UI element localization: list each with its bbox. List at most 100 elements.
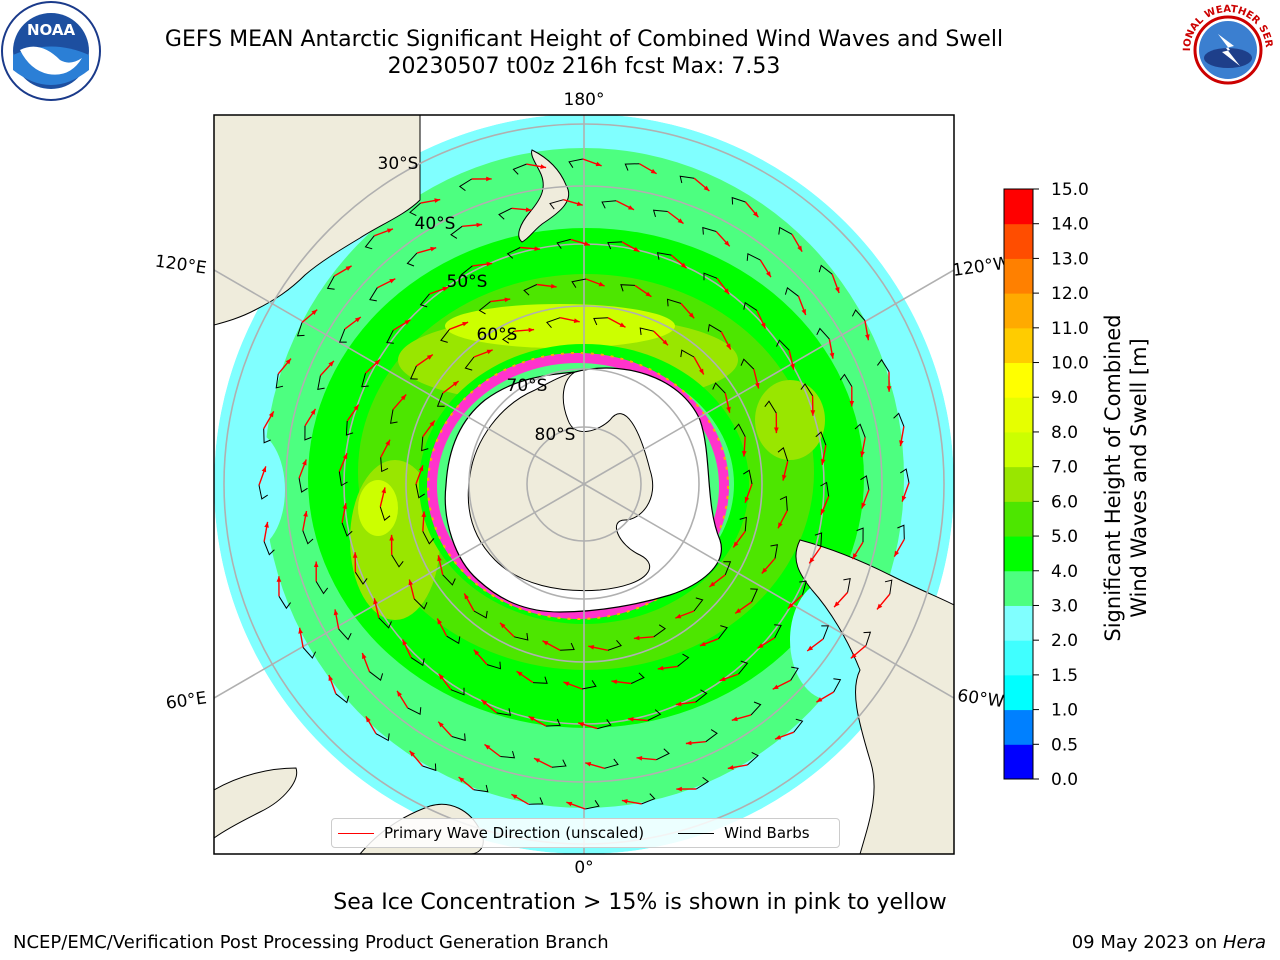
wave-arrow-head bbox=[583, 241, 590, 246]
wind-barb bbox=[446, 635, 461, 645]
wave-arrow-head bbox=[850, 653, 857, 659]
colorbar-label-line2: Wind Waves and Swell [m] bbox=[1127, 338, 1151, 618]
legend-item-wave: Primary Wave Direction (unscaled) bbox=[338, 824, 644, 842]
lat-label-70s: 70°S bbox=[507, 376, 548, 396]
colorbar-tick-label: 6.0 bbox=[1051, 492, 1078, 512]
wave-arrow-head bbox=[385, 439, 390, 446]
colorbar-segment bbox=[1004, 709, 1033, 745]
wave-arrow-head bbox=[342, 503, 348, 509]
wave-arrow-head bbox=[313, 561, 319, 567]
wind-barb bbox=[793, 718, 804, 733]
wave-arrow-head bbox=[462, 322, 469, 327]
colorbar-tick-label: 11.0 bbox=[1051, 319, 1089, 339]
wave-arrow-head bbox=[402, 639, 408, 646]
wind-barb bbox=[407, 707, 422, 715]
colorbar-segment bbox=[1004, 640, 1033, 676]
wind-barb bbox=[607, 639, 622, 651]
colorbar-segment bbox=[1004, 466, 1033, 502]
new-zealand bbox=[518, 149, 570, 243]
wave-arrow-head bbox=[311, 309, 318, 315]
wind-barb bbox=[884, 579, 893, 595]
wind-barb bbox=[897, 524, 905, 540]
wind-barb bbox=[702, 226, 717, 235]
wave-arrow-head bbox=[418, 465, 424, 472]
wave-arrow-head bbox=[849, 401, 855, 407]
wave-arrow-head bbox=[753, 211, 759, 218]
wind-barb bbox=[843, 577, 851, 593]
wind-barb bbox=[460, 265, 473, 279]
wind-barb bbox=[315, 581, 329, 595]
lon-label-0: 0° bbox=[574, 858, 593, 878]
wind-barb bbox=[409, 365, 418, 380]
wind-barb bbox=[528, 797, 544, 805]
wind-barb bbox=[473, 784, 489, 793]
wind-barb bbox=[549, 199, 564, 210]
wind-barb bbox=[693, 597, 704, 612]
wave-arrow-head bbox=[726, 343, 731, 350]
sea-ice-edge bbox=[427, 352, 729, 620]
wind-barb bbox=[854, 423, 866, 438]
wave-arrow-head bbox=[829, 352, 835, 359]
wave-arrow-head bbox=[486, 349, 493, 355]
wave-arrow-head bbox=[476, 222, 483, 228]
wave-arrow-head bbox=[550, 283, 557, 289]
wind-barb bbox=[409, 202, 421, 217]
wave-arrow-head bbox=[688, 312, 695, 319]
wave-arrow-head bbox=[429, 420, 435, 427]
wind-barb bbox=[486, 661, 502, 670]
wind-barb bbox=[718, 625, 728, 640]
wave-arrow-head bbox=[790, 363, 795, 370]
wave-arrow-head bbox=[408, 579, 413, 586]
lat-label-80s: 80°S bbox=[535, 425, 576, 445]
wind-barb bbox=[641, 793, 656, 805]
wave-arrow-head bbox=[528, 327, 535, 333]
wave-arrow-head bbox=[727, 765, 734, 770]
wave-arrow-head bbox=[303, 511, 308, 517]
wind-barb bbox=[296, 322, 305, 337]
wave-arrow-head bbox=[374, 359, 381, 365]
band-west-2-3m bbox=[215, 430, 285, 550]
wave-arrow-head bbox=[516, 671, 523, 677]
wave-arrow-head bbox=[540, 164, 547, 169]
colorbar: 0.0 0.5 1.0 1.5 2.0 3.0 4.0 5.0 6.0 7.0 8.0 9.0 10.0… bbox=[1003, 180, 1089, 790]
wind-barb bbox=[799, 580, 807, 595]
wave-arrow-head bbox=[354, 317, 361, 323]
legend: Primary Wave Direction (unscaled) Wind B… bbox=[331, 818, 840, 848]
wind-barb bbox=[523, 284, 538, 296]
colorbar-segment bbox=[1004, 605, 1033, 641]
wind-barb bbox=[546, 317, 561, 329]
wave-arrow-head bbox=[723, 288, 730, 295]
lat-label-40s: 40°S bbox=[415, 214, 456, 234]
wind-barb bbox=[656, 748, 670, 761]
wind-barb bbox=[764, 400, 777, 414]
wave-arrow-head bbox=[511, 794, 518, 800]
wind-barb bbox=[421, 436, 429, 452]
wave-arrow-head bbox=[261, 466, 267, 473]
wind-barb bbox=[506, 247, 521, 259]
wind-barb bbox=[863, 631, 872, 646]
wave-arrow-head bbox=[899, 440, 904, 447]
wave-arrow-head bbox=[810, 410, 816, 416]
wave-arrow-head bbox=[525, 207, 532, 212]
wave-arrow-head bbox=[409, 750, 415, 757]
wind-barb bbox=[551, 759, 567, 768]
colorbar-tick-label: 10.0 bbox=[1051, 354, 1089, 374]
wind-barb bbox=[750, 701, 762, 716]
wind-barb bbox=[354, 571, 368, 585]
colorbar-segment bbox=[1004, 223, 1033, 259]
wind-barb bbox=[601, 200, 617, 209]
wind-barb bbox=[406, 252, 418, 267]
colorbar-tick-label: 1.5 bbox=[1051, 666, 1078, 686]
wind-barb bbox=[422, 763, 437, 772]
wind-barb bbox=[450, 687, 465, 696]
wind-barb bbox=[478, 301, 491, 315]
wave-arrow-head bbox=[404, 319, 411, 325]
wave-arrow-head bbox=[534, 758, 540, 763]
wind-barb bbox=[860, 475, 870, 490]
wave-arrow-head bbox=[598, 281, 605, 287]
wave-arrow-head bbox=[345, 265, 352, 271]
colorbar-segment bbox=[1004, 744, 1033, 780]
colorbar-segment bbox=[1004, 258, 1033, 294]
wind-barb bbox=[815, 431, 827, 446]
wind-barb bbox=[419, 293, 430, 308]
